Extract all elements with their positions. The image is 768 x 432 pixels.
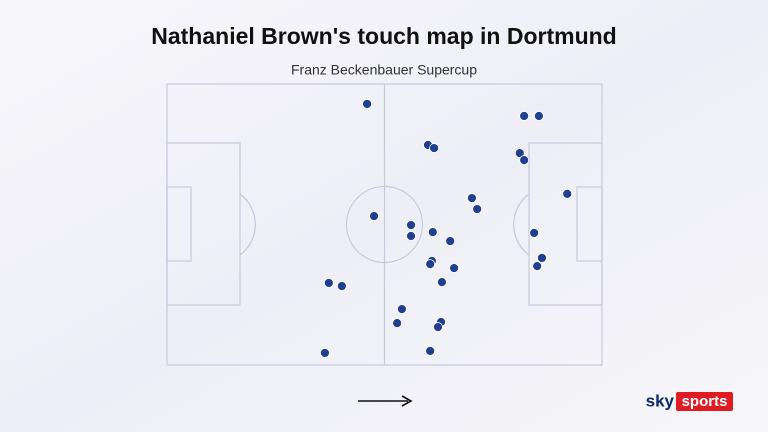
touch-point — [362, 99, 373, 109]
touch-point — [406, 220, 416, 230]
touch-point — [425, 259, 436, 270]
touch-point — [437, 277, 447, 288]
logo-box — [676, 392, 733, 411]
chart-subtitle: Franz Beckenbauer Supercup — [291, 62, 477, 78]
touch-point — [429, 143, 439, 153]
touch-point — [519, 155, 530, 166]
touch-point — [562, 188, 573, 199]
touch-point — [537, 253, 547, 263]
pitch — [166, 83, 603, 366]
touch-point — [320, 348, 330, 358]
logo: sky sports — [646, 391, 733, 411]
touch-point — [445, 236, 456, 246]
chart-title: Nathaniel Brown's touch map in Dortmund — [151, 23, 616, 49]
touch-point — [369, 211, 379, 221]
touch-point — [534, 111, 544, 121]
touch-point — [514, 148, 525, 159]
direction-arrow — [358, 395, 413, 407]
touch-point — [406, 231, 416, 241]
touch-point — [519, 111, 530, 121]
logo-product: sports — [682, 393, 728, 410]
touch-point — [433, 322, 443, 332]
touch-point — [396, 304, 407, 314]
touch-point — [392, 318, 403, 329]
touch-point — [467, 193, 477, 203]
touch-point — [427, 227, 438, 237]
logo-brand: sky — [646, 391, 675, 410]
touch-point — [449, 263, 460, 273]
touch-point — [472, 204, 483, 214]
touch-point — [425, 346, 436, 356]
touch-point — [336, 281, 347, 291]
touch-point — [529, 228, 540, 238]
touch-point — [532, 261, 543, 271]
touch-point — [323, 278, 334, 288]
